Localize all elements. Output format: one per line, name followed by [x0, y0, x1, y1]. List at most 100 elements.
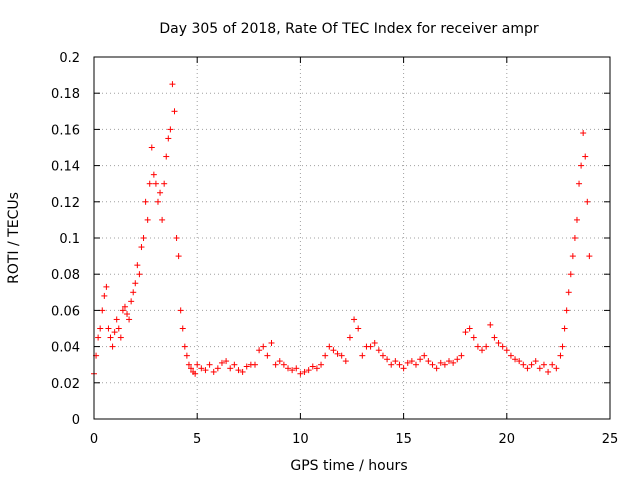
data-point: [433, 365, 440, 372]
data-point: [412, 361, 419, 368]
data-point: [512, 356, 519, 363]
data-point: [146, 180, 153, 187]
data-point: [342, 358, 349, 365]
data-point: [119, 307, 126, 314]
data-point: [130, 289, 137, 296]
data-point: [132, 280, 139, 287]
data-point: [540, 361, 547, 368]
data-point: [479, 347, 486, 354]
y-tick-label: 0.16: [51, 123, 80, 138]
data-point: [367, 343, 374, 350]
data-point: [458, 352, 465, 359]
y-tick-label: 0.18: [51, 87, 80, 102]
data-point: [163, 153, 170, 160]
data-point: [301, 368, 308, 375]
data-point: [159, 216, 166, 223]
data-point: [580, 130, 587, 137]
x-tick-labels: 0 5 10 15 20 25: [90, 432, 618, 447]
data-point: [578, 162, 585, 169]
x-tick-label: 20: [499, 432, 516, 447]
data-point: [487, 321, 494, 328]
y-tick-label: 0.14: [51, 160, 80, 175]
data-point: [520, 361, 527, 368]
data-point: [99, 307, 106, 314]
data-point: [557, 352, 564, 359]
y-tick-label: 0: [72, 413, 80, 428]
data-point: [293, 365, 300, 372]
data-point: [181, 343, 188, 350]
axis-ticks: [93, 56, 611, 420]
data-point: [188, 365, 195, 372]
data-point: [231, 361, 238, 368]
data-point: [107, 334, 114, 341]
data-point: [561, 325, 568, 332]
data-point: [569, 253, 576, 260]
data-point: [450, 359, 457, 366]
data-point: [113, 316, 120, 323]
data-point: [115, 325, 122, 332]
data-point: [524, 365, 531, 372]
data-point: [553, 365, 560, 372]
data-point: [499, 343, 506, 350]
data-point: [243, 363, 250, 370]
data-point: [179, 325, 186, 332]
data-point: [198, 365, 205, 372]
data-point: [206, 361, 213, 368]
data-point: [117, 334, 124, 341]
data-point: [584, 198, 591, 205]
data-point: [359, 352, 366, 359]
data-point: [223, 358, 230, 365]
data-points: [91, 81, 593, 377]
data-point: [559, 343, 566, 350]
data-point: [483, 343, 490, 350]
data-point: [272, 361, 279, 368]
data-point: [150, 171, 157, 178]
data-point: [157, 189, 164, 196]
data-point: [256, 347, 263, 354]
data-point: [109, 343, 116, 350]
grid-lines: [94, 57, 610, 419]
data-point: [417, 356, 424, 363]
data-point: [175, 253, 182, 260]
data-point: [185, 361, 192, 368]
data-point: [214, 365, 221, 372]
y-tick-label: 0.12: [51, 196, 80, 211]
data-point: [167, 126, 174, 133]
data-point: [576, 180, 583, 187]
y-tick-label: 0.08: [51, 268, 80, 283]
data-point: [169, 81, 176, 88]
data-point: [586, 253, 593, 260]
data-point: [210, 368, 217, 375]
y-tick-label: 0.1: [59, 232, 80, 247]
data-point: [567, 271, 574, 278]
x-tick-label: 5: [193, 432, 201, 447]
data-point: [388, 361, 395, 368]
data-point: [549, 361, 556, 368]
data-point: [194, 361, 201, 368]
data-point: [563, 307, 570, 314]
data-point: [97, 325, 104, 332]
y-tick-labels: 0 0.02 0.04 0.06 0.08 0.1 0.12 0.14 0.16 0.18 0.2: [51, 51, 80, 428]
data-point: [330, 347, 337, 354]
y-tick-label: 0.04: [51, 341, 80, 356]
data-point: [239, 368, 246, 375]
data-point: [140, 235, 147, 241]
data-point: [462, 329, 469, 336]
data-point: [285, 365, 292, 372]
data-point: [280, 361, 287, 368]
data-point: [429, 361, 436, 368]
data-point: [528, 361, 535, 368]
data-point: [227, 365, 234, 372]
data-point: [260, 343, 267, 350]
data-point: [289, 367, 296, 374]
data-point: [495, 339, 502, 346]
data-point: [134, 262, 141, 269]
data-point: [507, 352, 514, 359]
data-point: [276, 358, 283, 365]
data-point: [375, 347, 382, 354]
data-point: [128, 298, 135, 305]
data-point: [466, 325, 473, 332]
data-point: [474, 343, 481, 350]
data-point: [95, 334, 102, 341]
